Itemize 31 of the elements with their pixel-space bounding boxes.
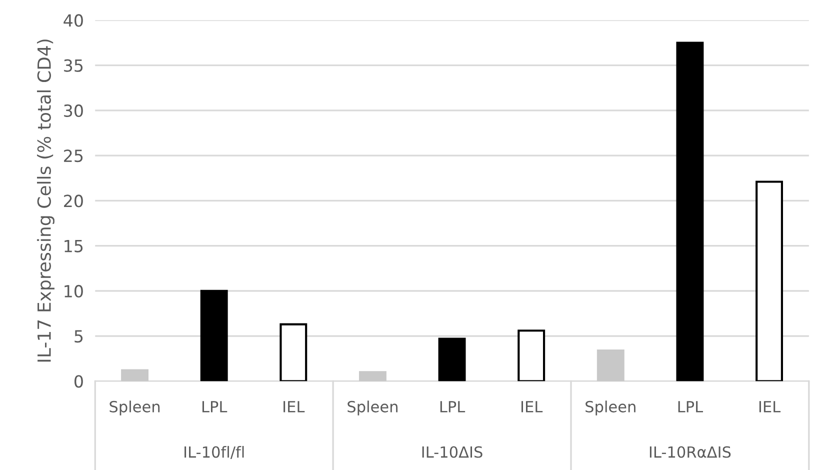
text: IL-10RαΔIS — [650, 446, 731, 458]
text: IL-10fl/fl — [184, 446, 244, 459]
x-tick-label: LPL — [202, 401, 228, 412]
x-tick-label: IEL — [522, 401, 543, 412]
bar — [756, 180, 784, 382]
x-tick-label: Spleen — [348, 400, 398, 416]
bar — [200, 290, 228, 382]
bar — [518, 330, 546, 382]
bar — [280, 323, 308, 382]
y-tick-label: 40 — [64, 14, 83, 27]
x-tick-label: IEL — [284, 401, 305, 412]
bar — [438, 338, 466, 382]
x-tick-label: Spleen — [110, 400, 160, 416]
y-tick-label: 20 — [64, 194, 83, 208]
x-tick-label: LPL — [440, 401, 466, 412]
x-tick-label: LPL — [678, 401, 703, 412]
bar — [121, 369, 149, 382]
bar — [358, 371, 386, 382]
x-tick-label: IEL — [759, 401, 781, 412]
y-tick-label: 30 — [64, 104, 83, 118]
y-tick-label: 15 — [64, 240, 83, 252]
y-tick-label: 5 — [74, 330, 83, 343]
text: IL-10ΔIS — [422, 446, 482, 458]
bar — [596, 349, 624, 382]
bar — [676, 42, 704, 382]
y-tick-label: 0 — [74, 375, 83, 388]
y-axis-title: IL-17 Expressing Cells (% total CD4) — [36, 40, 54, 362]
x-tick-label: Spleen — [586, 400, 636, 416]
y-tick-label: 25 — [64, 150, 83, 162]
y-tick-label: 35 — [64, 59, 83, 72]
y-tick-label: 10 — [64, 284, 83, 298]
